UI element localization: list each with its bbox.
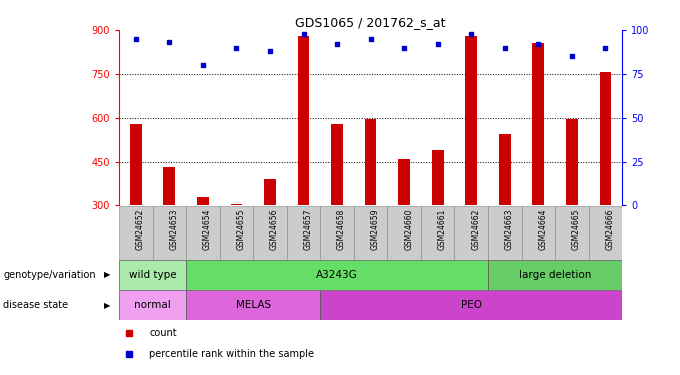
Bar: [287, 206, 320, 260]
Text: genotype/variation: genotype/variation: [3, 270, 96, 280]
Text: MELAS: MELAS: [236, 300, 271, 310]
Text: GSM24654: GSM24654: [203, 208, 212, 250]
Bar: [331, 124, 343, 206]
Text: GSM24666: GSM24666: [605, 208, 615, 250]
Bar: [186, 290, 320, 320]
Text: GSM24659: GSM24659: [371, 208, 379, 250]
Text: ▶: ▶: [104, 301, 111, 309]
Text: wild type: wild type: [129, 270, 176, 280]
Text: A3243G: A3243G: [316, 270, 358, 280]
Text: GSM24652: GSM24652: [136, 208, 145, 250]
Bar: [354, 206, 388, 260]
Bar: [119, 260, 186, 290]
Bar: [231, 204, 242, 206]
Text: GSM24664: GSM24664: [539, 208, 547, 250]
Text: GSM24660: GSM24660: [404, 208, 413, 250]
Bar: [364, 119, 377, 206]
Text: GSM24665: GSM24665: [572, 208, 581, 250]
Text: large deletion: large deletion: [519, 270, 592, 280]
Text: GSM24662: GSM24662: [471, 208, 480, 250]
Text: count: count: [149, 328, 177, 339]
Text: GSM24663: GSM24663: [505, 208, 514, 250]
Bar: [186, 206, 220, 260]
Bar: [264, 179, 276, 206]
Bar: [566, 119, 578, 206]
Bar: [253, 206, 287, 260]
Bar: [499, 134, 511, 206]
Bar: [186, 260, 488, 290]
Bar: [398, 159, 410, 206]
Bar: [130, 124, 141, 206]
Bar: [532, 43, 544, 206]
Text: GSM24661: GSM24661: [438, 208, 447, 250]
Bar: [220, 206, 253, 260]
Text: ▶: ▶: [104, 270, 111, 279]
Bar: [119, 290, 186, 320]
Text: GSM24658: GSM24658: [337, 208, 346, 250]
Text: PEO: PEO: [461, 300, 481, 310]
Bar: [454, 206, 488, 260]
Text: GSM24656: GSM24656: [270, 208, 279, 250]
Bar: [488, 260, 622, 290]
Bar: [522, 206, 555, 260]
Bar: [555, 206, 589, 260]
Text: GSM24653: GSM24653: [169, 208, 178, 250]
Text: normal: normal: [134, 300, 171, 310]
Text: GSM24657: GSM24657: [303, 208, 313, 250]
Bar: [589, 206, 622, 260]
Bar: [320, 290, 622, 320]
Text: disease state: disease state: [3, 300, 69, 310]
Bar: [465, 36, 477, 206]
Bar: [421, 206, 454, 260]
Bar: [119, 206, 152, 260]
Bar: [163, 168, 175, 206]
Bar: [320, 206, 354, 260]
Text: GSM24655: GSM24655: [237, 208, 245, 250]
Title: GDS1065 / 201762_s_at: GDS1065 / 201762_s_at: [295, 16, 446, 29]
Bar: [488, 206, 522, 260]
Bar: [388, 206, 421, 260]
Bar: [298, 36, 309, 206]
Bar: [432, 150, 443, 206]
Bar: [600, 72, 611, 206]
Bar: [152, 206, 186, 260]
Text: percentile rank within the sample: percentile rank within the sample: [149, 349, 314, 359]
Bar: [197, 197, 209, 206]
